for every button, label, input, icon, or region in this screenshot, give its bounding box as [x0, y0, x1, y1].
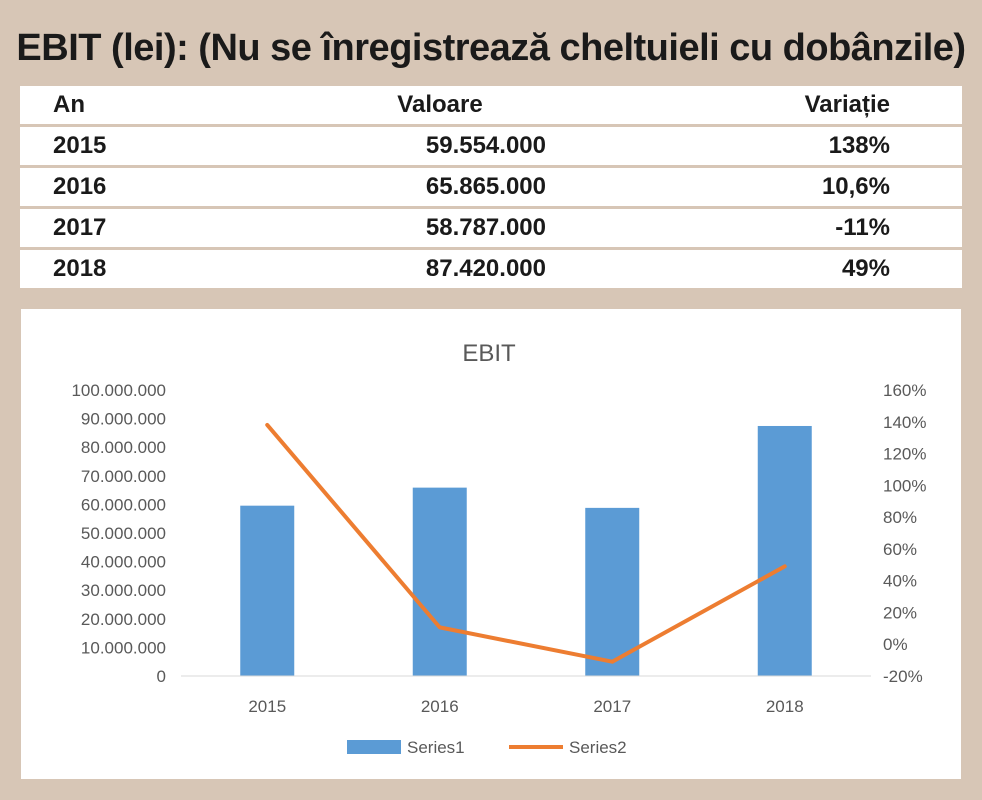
header-value: Valoare [397, 91, 483, 118]
row-change: 49% [841, 255, 890, 282]
y-right-tick-label: 140% [883, 413, 926, 432]
bar-2015 [240, 505, 295, 676]
row-value: 58.787.000 [425, 214, 546, 241]
row-year: 2015 [53, 132, 107, 159]
y-left-tick-label: 80.000.000 [81, 438, 166, 457]
ebit-chart: EBIT 0 10.000.000 20.000.000 30.000.000 40.0… [71, 340, 926, 757]
y-right-tick-label: 100% [883, 476, 926, 495]
series2-line [265, 422, 787, 664]
y-left-tick-label: 100.000.000 [71, 381, 166, 400]
y-left-tick-label: 50.000.000 [81, 524, 166, 543]
bar-2017 [585, 507, 640, 676]
x-tick-label: 2015 [248, 697, 286, 716]
y-left-tick-label: 10.000.000 [81, 638, 166, 657]
bar-2016 [412, 487, 467, 676]
x-tick-label: 2017 [593, 697, 631, 716]
y-left-tick-label: 90.000.000 [81, 410, 166, 429]
headline: EBIT (lei): (Nu se înregistrează cheltui… [16, 26, 966, 69]
y-left-tick-label: 30.000.000 [81, 581, 166, 600]
data-table: An Valoare Variație 2015 59.554.000 138%… [20, 86, 962, 291]
table-row: 2017 58.787.000 -11% [20, 209, 962, 247]
y-right-tick-label: 0% [883, 635, 908, 654]
row-year: 2017 [53, 214, 107, 241]
header-change: Variație [804, 91, 890, 118]
row-year: 2018 [53, 255, 107, 282]
y-right-tick-label: 20% [883, 603, 917, 622]
y-left-tick-label: 60.000.000 [81, 495, 166, 514]
y-left-tick-label: 40.000.000 [81, 553, 166, 572]
legend-swatch-series1 [347, 740, 401, 754]
row-change: 138% [828, 132, 890, 159]
y-right-tick-label: -20% [883, 667, 923, 686]
row-change: -11% [835, 214, 890, 241]
row-value: 87.420.000 [425, 255, 546, 282]
x-tick-label: 2018 [766, 697, 804, 716]
y-right-tick-label: 160% [883, 381, 926, 400]
table-row: 2016 65.865.000 10,6% [20, 168, 962, 206]
y-left-tick-label: 70.000.000 [81, 467, 166, 486]
legend-label-series1: Series1 [407, 738, 465, 757]
chart-panel: EBIT 0 10.000.000 20.000.000 30.000.000 40.0… [21, 309, 961, 779]
row-value: 59.554.000 [425, 132, 546, 159]
y-right-tick-label: 60% [883, 540, 917, 559]
legend-label-series2: Series2 [569, 738, 627, 757]
table-row: 2015 59.554.000 138% [20, 127, 962, 165]
y-right-tick-label: 120% [883, 445, 926, 464]
chart-title: EBIT [462, 340, 516, 367]
table-row: 2018 87.420.000 49% [20, 250, 962, 288]
row-value: 65.865.000 [425, 173, 546, 200]
x-tick-label: 2016 [421, 697, 459, 716]
y-right-tick-label: 80% [883, 508, 917, 527]
bar-2018 [757, 425, 812, 676]
row-change: 10,6% [821, 173, 890, 200]
y-right-tick-label: 40% [883, 572, 917, 591]
y-left-tick-label: 0 [157, 667, 166, 686]
table-header-row: An Valoare Variație [20, 86, 962, 124]
header-year: An [53, 91, 85, 118]
row-year: 2016 [53, 173, 107, 200]
y-left-tick-label: 20.000.000 [81, 610, 166, 629]
